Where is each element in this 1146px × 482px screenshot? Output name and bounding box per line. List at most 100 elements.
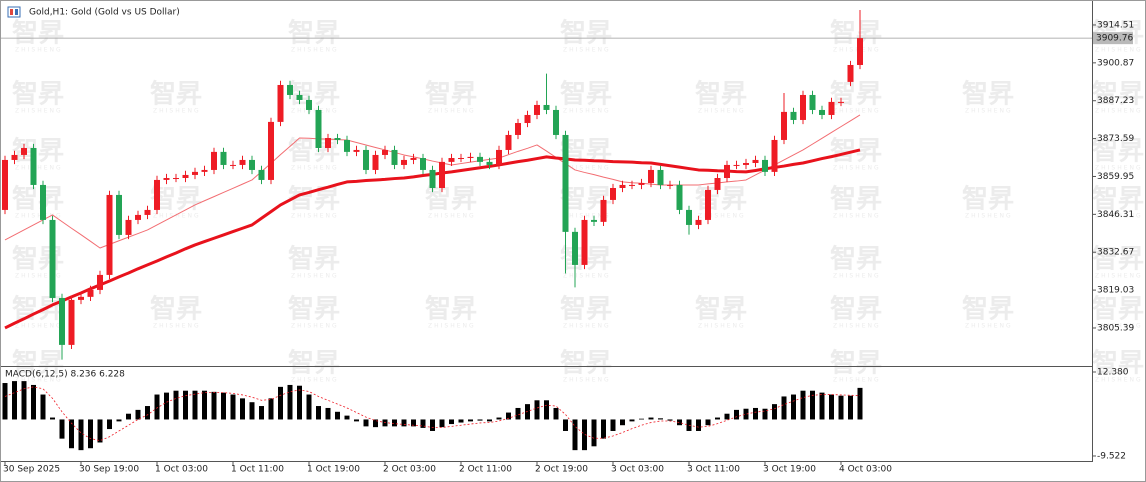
watermark-sub: ZHISHENG — [833, 213, 881, 220]
watermark: 智昇 — [560, 295, 612, 325]
macd-bar — [373, 419, 378, 428]
macd-bar — [183, 390, 188, 420]
candle-body — [496, 149, 502, 165]
candle-body — [638, 183, 645, 185]
candle-body — [315, 109, 322, 149]
candle-body — [211, 151, 217, 170]
macd-bar — [762, 408, 768, 420]
macd-bar — [572, 419, 578, 451]
watermark: 智昇 — [1092, 295, 1144, 325]
candle-body — [429, 169, 436, 188]
candle-body — [106, 194, 113, 275]
watermark-sub: ZHISHENG — [15, 273, 63, 280]
x-tick-label: 1 Oct 11:00 — [231, 465, 284, 475]
x-tick-label: 2 Oct 11:00 — [459, 465, 512, 475]
candle-body — [534, 104, 540, 115]
candle-body — [325, 138, 331, 149]
candle-body — [809, 94, 816, 110]
macd-bar — [221, 392, 226, 420]
y-tick-label: 3819.03 — [1097, 286, 1134, 296]
candle-body — [97, 274, 103, 290]
watermark: 智昇 — [150, 80, 202, 110]
macd-bar — [819, 392, 825, 420]
watermark: 智昇 — [695, 295, 747, 325]
watermark: 智昇 — [288, 80, 340, 110]
candle-body — [743, 163, 749, 165]
candle-body — [11, 154, 18, 160]
macd-bar — [126, 413, 131, 420]
macd-bar — [249, 402, 255, 420]
watermark-sub: ZHISHENG — [15, 47, 63, 54]
watermark: 智昇 — [830, 19, 882, 49]
candle-body — [116, 194, 122, 235]
macd-bar — [715, 417, 720, 420]
watermark-sub: ZHISHENG — [833, 47, 881, 54]
x-tick-label: 2 Oct 03:00 — [383, 465, 436, 475]
watermark: 智昇 — [425, 80, 477, 110]
macd-bar — [848, 395, 853, 420]
candle-body — [239, 159, 246, 165]
x-tick-label: 3 Oct 19:00 — [763, 465, 816, 475]
macd-bar — [88, 419, 93, 449]
watermark-sub: ZHISHENG — [563, 323, 611, 330]
macd-bar — [515, 407, 521, 420]
watermark: 智昇 — [12, 80, 64, 110]
y-tick-label: 3832.67 — [1097, 248, 1134, 258]
candle-body — [182, 174, 189, 179]
candle-body — [657, 169, 664, 185]
macd-bar — [601, 419, 606, 439]
macd-bar — [791, 394, 796, 420]
watermark-sub: ZHISHENG — [428, 108, 476, 115]
watermark-sub: ZHISHENG — [291, 47, 339, 54]
macd-bar — [59, 419, 65, 439]
macd-bar — [2, 383, 8, 420]
candle-body — [125, 219, 132, 235]
watermark: 智昇 — [12, 349, 64, 379]
watermark-sub: ZHISHENG — [833, 108, 881, 115]
watermark: 智昇 — [12, 137, 64, 167]
candle-body — [49, 219, 56, 298]
watermark: 智昇 — [288, 245, 340, 275]
macd-bar — [268, 398, 274, 420]
watermark-sub: ZHISHENG — [833, 377, 881, 384]
candle-body — [676, 184, 683, 210]
candle-body — [144, 209, 151, 215]
macd-tick-label: -9.522 — [1097, 451, 1126, 461]
candle-body — [306, 99, 312, 110]
candle-body — [800, 94, 806, 120]
x-tick-label: 1 Oct 03:00 — [155, 465, 208, 475]
macd-bar — [487, 419, 492, 422]
candle-body — [458, 158, 464, 160]
plot: 3914.51 3900.87 3887.23 3873.59 3859.95 3846.… — [0, 9, 1134, 475]
macd-bar — [135, 409, 141, 420]
macd-bar — [31, 384, 36, 420]
candle-body — [714, 178, 721, 190]
macd-bar — [743, 408, 749, 420]
watermark-sub: ZHISHENG — [833, 273, 881, 280]
last-price-label: 3909.76 — [1096, 34, 1133, 44]
candle-body — [21, 148, 27, 155]
candle-body — [353, 149, 360, 152]
watermark: 智昇 — [560, 80, 612, 110]
y-tick-label: 3887.23 — [1097, 96, 1134, 106]
y-tick-label: 3873.59 — [1097, 134, 1134, 144]
candle-body — [572, 231, 578, 265]
macd-bar — [240, 398, 245, 420]
watermark-sub: ZHISHENG — [698, 213, 746, 220]
macd-bar — [781, 396, 787, 420]
candle-body — [705, 189, 711, 220]
macd-bar — [344, 415, 350, 420]
macd-bar — [705, 419, 711, 426]
macd-bar — [430, 419, 435, 431]
watermark-sub: ZHISHENG — [291, 273, 339, 280]
macd-bar — [50, 417, 55, 420]
candle-body — [695, 219, 702, 225]
macd-bar — [544, 400, 549, 420]
macd-bar — [639, 418, 644, 420]
x-tick-label: 4 Oct 03:00 — [839, 465, 892, 475]
watermark-sub: ZHISHENG — [563, 273, 611, 280]
macd-bar — [306, 394, 312, 420]
watermark: 智昇 — [288, 295, 340, 325]
candle-body — [857, 38, 863, 65]
candle-body — [771, 139, 778, 172]
